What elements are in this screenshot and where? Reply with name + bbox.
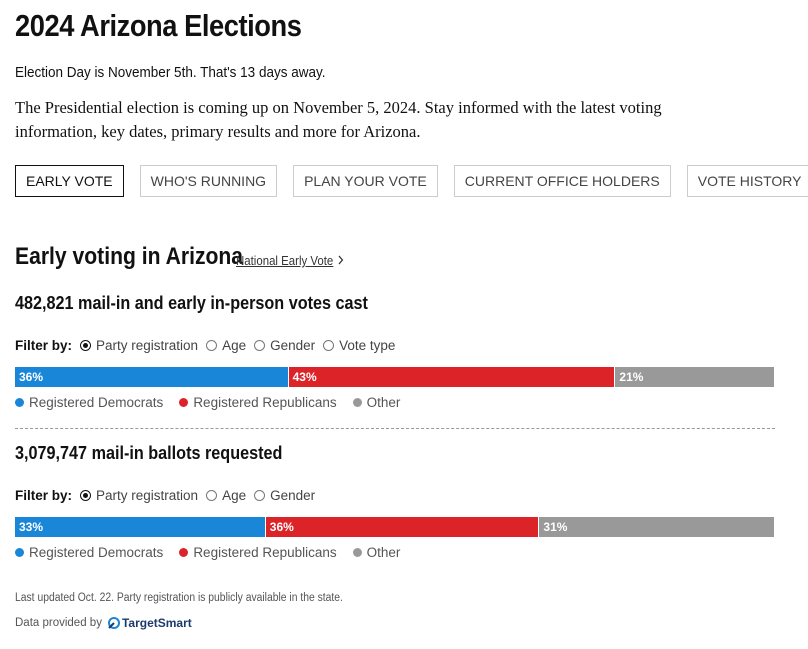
filter-text[interactable]: Party registration: [96, 338, 199, 353]
divider: [15, 428, 775, 429]
legend-swatch: [352, 398, 362, 407]
legend-item: Registered Democrats: [15, 395, 163, 410]
tab[interactable]: PLAN YOUR VOTE: [293, 165, 438, 197]
legend-label: Other: [366, 395, 401, 410]
legend-swatch: [352, 548, 362, 557]
filter-group: Filter by: Party registration Age Gender: [15, 488, 775, 503]
legend-label: Registered Republicans: [193, 545, 337, 560]
radio[interactable]: [323, 340, 335, 351]
legend-item: Other: [352, 545, 401, 560]
source-logo: [107, 617, 120, 629]
filter-label: Filter by:: [15, 338, 73, 353]
countdown: Election Day is November 5th. That's 13 …: [15, 64, 326, 81]
source-label: Data provided by: [15, 617, 102, 629]
data-label: 21%: [619, 370, 644, 384]
chart-title: 3,079,747 mail-in ballots requested: [15, 443, 283, 463]
legend-label: Registered Democrats: [29, 395, 164, 410]
radio[interactable]: [206, 490, 218, 501]
filter-option[interactable]: Party registration: [80, 338, 198, 353]
legend: Registered Democrats Registered Republica…: [15, 545, 775, 560]
data-label: 36%: [269, 520, 294, 534]
chart: 3,079,747 mail-in ballots requested Filte…: [15, 443, 775, 560]
radio[interactable]: [254, 340, 266, 351]
stacked-bar: 36% 43% 21%: [15, 367, 775, 387]
legend-item: Other: [352, 395, 401, 410]
radio[interactable]: [254, 490, 266, 501]
filter-label: Filter by:: [15, 488, 73, 503]
bar-segment: 36%: [15, 367, 289, 387]
tab[interactable]: CURRENT OFFICE HOLDERS: [453, 165, 671, 197]
chevron: [338, 255, 343, 265]
chart-title: 482,821 mail-in and early in-person vote…: [15, 293, 368, 313]
legend-item: Registered Republicans: [179, 545, 337, 560]
legend-item: Registered Republicans: [179, 395, 337, 410]
data-label: 31%: [543, 520, 568, 534]
filter-option[interactable]: Gender: [254, 338, 315, 353]
source: Data provided by TargetSmart: [15, 616, 192, 630]
bar-segment: 33%: [15, 517, 266, 537]
footnote: Last updated Oct. 22. Party registration…: [15, 592, 343, 604]
tab[interactable]: WHO'S RUNNING: [139, 165, 278, 197]
filter-text[interactable]: Vote type: [339, 338, 396, 353]
legend-item: Registered Democrats: [15, 545, 163, 560]
tab-bar: EARLY VOTE WHO'S RUNNING PLAN YOUR VOTE CUR…: [15, 165, 808, 197]
filter-option[interactable]: Vote type: [323, 338, 395, 353]
bar-segment: 43%: [288, 367, 616, 387]
legend-swatch: [15, 548, 24, 557]
legend: Registered Democrats Registered Republica…: [15, 395, 775, 410]
radio[interactable]: [80, 490, 92, 501]
section-link[interactable]: National Early Vote: [236, 253, 345, 268]
section-title: Early voting in Arizona: [15, 243, 244, 270]
filter-option[interactable]: Gender: [254, 488, 315, 503]
data-label: 33%: [19, 520, 44, 534]
data-label: 43%: [292, 370, 317, 384]
legend-label: Registered Democrats: [29, 545, 164, 560]
bar-segment: 31%: [539, 517, 775, 537]
intro: The Presidential election is coming up o…: [15, 98, 662, 141]
filter-text[interactable]: Age: [222, 488, 247, 503]
link-text[interactable]: National Early Vote: [236, 253, 334, 268]
legend-swatch: [15, 398, 24, 407]
legend-label: Other: [366, 545, 401, 560]
legend-label: Registered Republicans: [193, 395, 337, 410]
filter-group: Filter by: Party registration Age Gender Vot…: [15, 338, 775, 353]
filter-text[interactable]: Gender: [270, 488, 316, 503]
filter-text[interactable]: Age: [222, 338, 247, 353]
radio[interactable]: [206, 340, 218, 351]
page-title: 2024 Arizona Elections: [15, 8, 302, 43]
source-name: TargetSmart: [121, 616, 192, 630]
filter-option[interactable]: Age: [206, 488, 246, 503]
tab[interactable]: VOTE HISTORY: [686, 165, 808, 197]
filter-option[interactable]: Age: [206, 338, 246, 353]
filter-text[interactable]: Gender: [270, 338, 316, 353]
bar-segment: 21%: [615, 367, 775, 387]
data-label: 36%: [19, 370, 44, 384]
chart: 482,821 mail-in and early in-person vote…: [15, 293, 775, 410]
stacked-bar: 33% 36% 31%: [15, 517, 775, 537]
tab[interactable]: EARLY VOTE: [15, 165, 124, 197]
bar-segment: 36%: [265, 517, 540, 537]
radio[interactable]: [80, 340, 92, 351]
filter-option[interactable]: Party registration: [80, 488, 198, 503]
legend-swatch: [179, 548, 189, 557]
filter-text[interactable]: Party registration: [96, 488, 199, 503]
legend-swatch: [179, 398, 189, 407]
